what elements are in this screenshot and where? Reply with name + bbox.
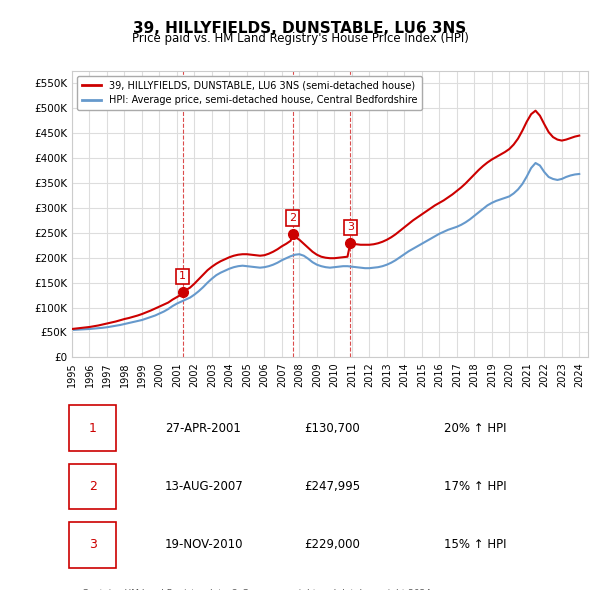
- Text: 17% ↑ HPI: 17% ↑ HPI: [443, 480, 506, 493]
- Text: 19-NOV-2010: 19-NOV-2010: [165, 538, 244, 551]
- FancyBboxPatch shape: [70, 405, 116, 451]
- Text: 27-APR-2001: 27-APR-2001: [165, 422, 241, 435]
- Text: 39, HILLYFIELDS, DUNSTABLE, LU6 3NS: 39, HILLYFIELDS, DUNSTABLE, LU6 3NS: [133, 21, 467, 35]
- FancyBboxPatch shape: [70, 522, 116, 568]
- Text: Price paid vs. HM Land Registry's House Price Index (HPI): Price paid vs. HM Land Registry's House …: [131, 32, 469, 45]
- Text: 2: 2: [289, 213, 296, 223]
- Text: £247,995: £247,995: [304, 480, 361, 493]
- Text: 2: 2: [89, 480, 97, 493]
- Text: £130,700: £130,700: [304, 422, 360, 435]
- Text: Contains HM Land Registry data © Crown copyright and database right 2024.
This d: Contains HM Land Registry data © Crown c…: [82, 589, 434, 590]
- Text: 1: 1: [89, 422, 97, 435]
- Text: 20% ↑ HPI: 20% ↑ HPI: [443, 422, 506, 435]
- Text: 15% ↑ HPI: 15% ↑ HPI: [443, 538, 506, 551]
- Legend: 39, HILLYFIELDS, DUNSTABLE, LU6 3NS (semi-detached house), HPI: Average price, s: 39, HILLYFIELDS, DUNSTABLE, LU6 3NS (sem…: [77, 76, 422, 110]
- Text: 3: 3: [89, 538, 97, 551]
- Text: 13-AUG-2007: 13-AUG-2007: [165, 480, 244, 493]
- Text: £229,000: £229,000: [304, 538, 360, 551]
- FancyBboxPatch shape: [70, 464, 116, 509]
- Text: 1: 1: [179, 271, 186, 281]
- Text: 3: 3: [347, 222, 354, 232]
